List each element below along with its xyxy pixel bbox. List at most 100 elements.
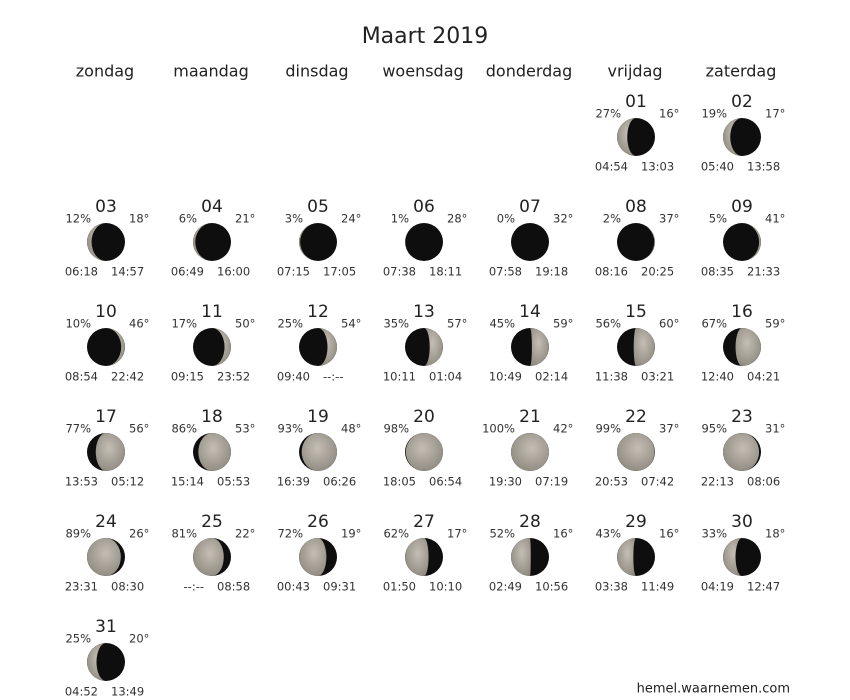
moonset: 22:42 <box>111 370 144 384</box>
day-number: 03 <box>95 197 117 217</box>
day-number: 13 <box>413 302 435 322</box>
weekday: zaterdag <box>706 62 777 81</box>
moon-lit <box>424 328 443 366</box>
illumination: 56% <box>595 317 621 331</box>
altitude: 22° <box>235 527 255 541</box>
illumination: 72% <box>277 527 303 541</box>
moonrise: 10:11 <box>383 370 416 384</box>
weekday: donderdag <box>486 62 573 81</box>
moon-lit <box>723 433 760 471</box>
moon-lit <box>198 433 231 471</box>
day-cell: 09 5% 41° 08:35 21:33 <box>701 197 786 279</box>
illumination: 100% <box>482 422 515 436</box>
illumination: 89% <box>65 527 91 541</box>
day-cell: 21 100% 42° 19:30 07:19 <box>482 407 573 489</box>
moonrise: 10:49 <box>489 370 522 384</box>
day-number: 02 <box>731 92 753 112</box>
day-number: 26 <box>307 512 329 532</box>
day-number: 31 <box>95 617 117 637</box>
moonset: 13:49 <box>111 685 144 699</box>
illumination: 93% <box>277 422 303 436</box>
day-number: 21 <box>519 407 541 427</box>
illumination: 33% <box>701 527 727 541</box>
day-number: 19 <box>307 407 329 427</box>
illumination: 77% <box>65 422 91 436</box>
day-cell: 28 52% 16° 02:49 10:56 <box>489 512 574 594</box>
day-number: 11 <box>201 302 223 322</box>
moonset: 19:18 <box>535 265 568 279</box>
day-cell: 18 86% 53° 15:14 05:53 <box>171 407 256 489</box>
moonset: 13:03 <box>641 160 674 174</box>
moonrise: 07:15 <box>277 265 310 279</box>
illumination: 5% <box>709 212 727 226</box>
moonset: 17:05 <box>323 265 356 279</box>
day-cell: 15 56% 60° 11:38 03:21 <box>595 302 680 384</box>
moon-lit <box>723 118 742 156</box>
day-number: 29 <box>625 512 647 532</box>
altitude: 20° <box>129 632 149 646</box>
day-cell: 20 98% 18:05 06:54 <box>383 407 462 489</box>
altitude: 50° <box>235 317 255 331</box>
day-cell: 31 25% 20° 04:52 13:49 <box>65 617 150 699</box>
moonset: 05:12 <box>111 475 144 489</box>
illumination: 52% <box>489 527 515 541</box>
illumination: 67% <box>701 317 727 331</box>
illumination: 62% <box>383 527 409 541</box>
day-cell: 07 0% 32° 07:58 19:18 <box>489 197 574 279</box>
day-number: 24 <box>95 512 117 532</box>
illumination: 35% <box>383 317 409 331</box>
illumination: 99% <box>595 422 621 436</box>
illumination: 25% <box>65 632 91 646</box>
moonset: 05:53 <box>217 475 250 489</box>
altitude: 53° <box>235 422 255 436</box>
day-number: 14 <box>519 302 541 322</box>
illumination: 86% <box>171 422 197 436</box>
moonset: 16:00 <box>217 265 250 279</box>
altitude: 17° <box>765 107 785 121</box>
illumination: 10% <box>65 317 91 331</box>
moon-dark <box>87 223 125 261</box>
moon-dark <box>405 223 443 261</box>
moonrise: 01:50 <box>383 580 416 594</box>
moonset: 07:19 <box>535 475 568 489</box>
day-cell: 10 10% 46° 08:54 22:42 <box>65 302 150 384</box>
moonset: 06:54 <box>429 475 462 489</box>
moon-dark <box>193 328 231 366</box>
moonrise: 06:18 <box>65 265 98 279</box>
day-cell: 16 67% 59° 12:40 04:21 <box>701 302 786 384</box>
illumination: 0% <box>497 212 515 226</box>
moon-lit <box>318 328 337 366</box>
altitude: 37° <box>659 422 679 436</box>
moonrise: 02:49 <box>489 580 522 594</box>
moon-lit <box>617 118 636 156</box>
moonrise: 04:52 <box>65 685 98 699</box>
moon-lit <box>723 538 742 576</box>
altitude: 46° <box>129 317 149 331</box>
weekday: woensdag <box>382 62 463 81</box>
day-cell: 23 95% 31° 22:13 08:06 <box>701 407 786 489</box>
day-number: 08 <box>625 197 647 217</box>
altitude: 28° <box>447 212 467 226</box>
illumination: 81% <box>171 527 197 541</box>
day-number: 12 <box>307 302 329 322</box>
moonset: 09:31 <box>323 580 356 594</box>
moonrise: 06:49 <box>171 265 204 279</box>
moonset: 02:14 <box>535 370 568 384</box>
day-cell: 12 25% 54° 09:40 --:-- <box>277 302 362 384</box>
moon-dark <box>87 328 125 366</box>
moonrise: 05:40 <box>701 160 734 174</box>
illumination: 19% <box>701 107 727 121</box>
day-cell: 01 27% 16° 04:54 13:03 <box>595 92 680 174</box>
illumination: 27% <box>595 107 621 121</box>
moon-lit <box>617 433 655 471</box>
day-number: 18 <box>201 407 223 427</box>
moonrise: --:-- <box>184 580 204 594</box>
illumination: 3% <box>285 212 303 226</box>
day-cell: 14 45% 59° 10:49 02:14 <box>489 302 574 384</box>
moonset: 20:25 <box>641 265 674 279</box>
moonset: 01:04 <box>429 370 462 384</box>
moon-lit <box>511 433 549 471</box>
day-number: 09 <box>731 197 753 217</box>
day-cell: 08 2% 37° 08:16 20:25 <box>595 197 680 279</box>
day-number: 20 <box>413 407 435 427</box>
